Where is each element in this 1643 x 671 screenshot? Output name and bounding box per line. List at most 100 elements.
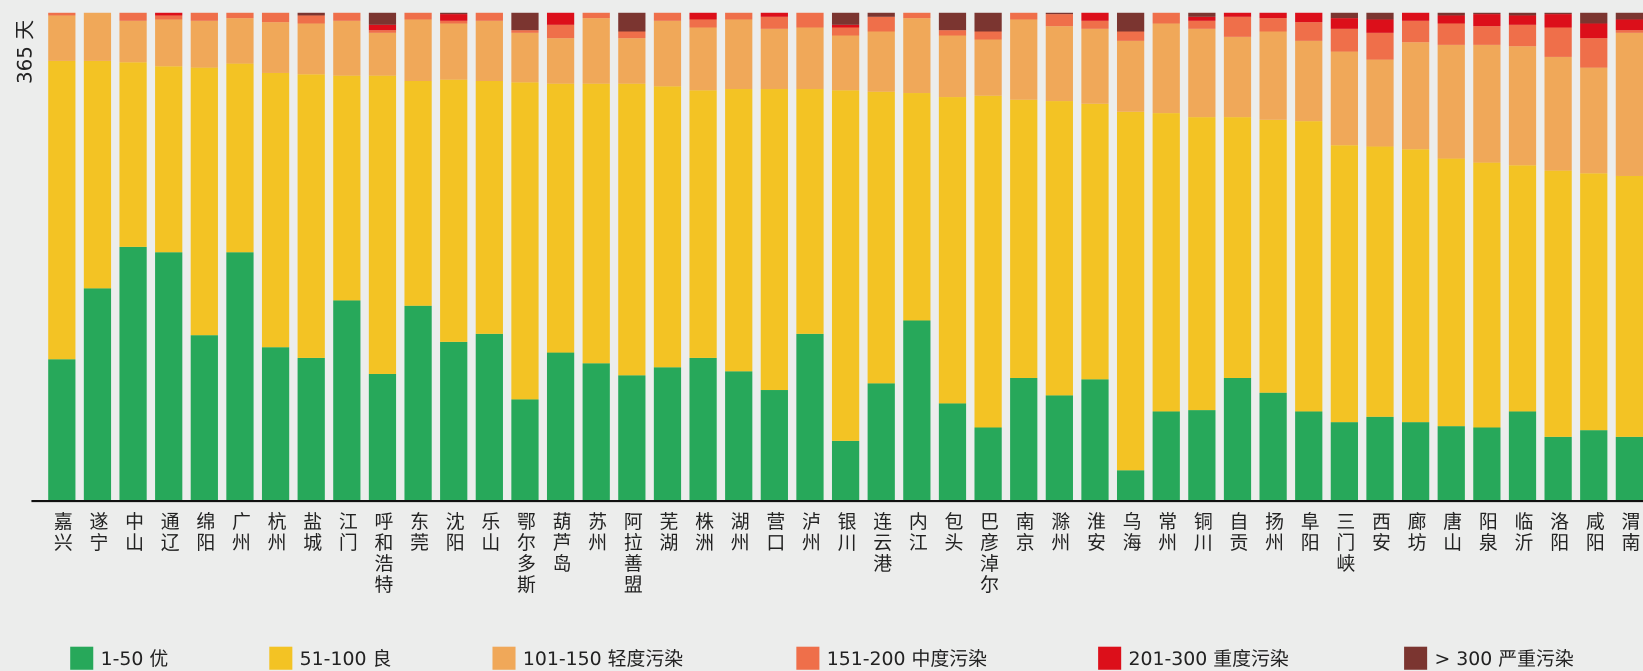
bar-segment [155,66,183,253]
bar-segment [725,19,753,90]
bar-segment [404,12,432,20]
x-tick-label: 阳泉 [1476,511,1498,553]
x-tick-label: 湖州 [728,511,750,553]
bar-segment [155,19,183,67]
bar-segment [1223,12,1252,17]
bar-segment [368,32,397,76]
bar-segment [938,30,967,36]
bar-segment [653,12,682,21]
bar-segment [1401,149,1430,423]
bar-segment [938,35,967,98]
bar-segment [511,399,539,502]
bar-segment [796,12,824,28]
bar-segment [83,12,112,61]
bar-segment [903,12,931,19]
bar-segment [190,335,218,502]
bar-segment [725,12,753,20]
bar-segment [368,373,397,502]
bar-segment [938,97,967,404]
bar-segment [1473,162,1501,428]
bar-segment [1081,28,1109,104]
x-tick-label: 通辽 [158,511,180,553]
bar-segment [1508,411,1537,502]
bar-segment [368,24,397,31]
bar-segment [190,67,218,336]
bar-segment [1580,430,1608,502]
bar-segment [1116,40,1145,112]
bar-segment [1401,20,1430,43]
bar-segment [1081,379,1109,502]
bar-segment [1437,23,1465,45]
bar-segment [760,16,788,29]
bar-segment [760,390,788,502]
x-tick-label: 盐城 [300,511,322,553]
bar-segment [938,403,967,502]
bar-segment [1437,426,1465,502]
x-tick-label: 苏州 [585,511,607,553]
bar-segment [796,333,824,502]
bar-segment [689,19,717,28]
legend-swatch [1404,646,1428,670]
bar-segment [1081,12,1109,21]
bar-segment [511,12,539,31]
bar-segment [297,23,325,75]
bar-segment [1010,99,1038,378]
bar-segment [1473,26,1501,45]
x-tick-label: 临沂 [1511,511,1533,553]
bar-segment [582,12,610,19]
bar-segment [1366,416,1394,502]
x-tick-label: 嘉兴 [51,511,73,553]
bar-segment [725,371,753,502]
bar-segment [1223,16,1252,37]
bar-segment [440,20,468,24]
bar-segment [1366,19,1394,33]
bar-segment [261,347,290,502]
bar-segment [1508,165,1537,412]
bar-segment [1508,24,1537,47]
bar-segment [653,367,682,502]
bar-segment [511,32,539,83]
bar-segment [1366,12,1394,20]
x-tick-label: 葫芦岛 [550,511,572,574]
bar-segment [1045,395,1073,502]
bar-segment [1045,12,1073,15]
bar-segment [1615,19,1643,31]
bar-segment [582,83,610,364]
bar-segment [1116,111,1145,471]
x-tick-label: 咸阳 [1583,511,1605,553]
bar-segment [1295,121,1323,412]
bar-segment [760,28,788,90]
bar-segment [796,89,824,334]
x-tick-label: 乐山 [478,511,500,553]
bar-segment [261,22,290,73]
x-tick-label: 洛阳 [1547,511,1569,553]
bar-segment [831,12,860,25]
x-tick-label: 滁州 [1048,511,1070,553]
bar-segment [1580,23,1608,39]
bar-segment [1437,44,1465,159]
bar-segment [297,12,325,16]
bar-segment [333,300,361,502]
x-tick-label: 巴彦淖尔 [977,512,999,596]
bar-segment [1116,470,1145,502]
bar-segment [1188,20,1216,29]
bar-segment [1259,18,1287,32]
bar-segment [404,19,432,81]
x-tick-label: 自贡 [1226,511,1248,553]
x-tick-label: 淮安 [1084,511,1106,553]
bar-segment [511,30,539,33]
bar-segment [1045,101,1073,396]
legend-label: 1-50 优 [101,648,169,670]
bar-segment [297,15,325,24]
x-tick-label: 阿拉善盟 [621,511,643,595]
bar-segment [582,363,610,502]
bar-segment [1330,18,1358,29]
bar-segment [1330,51,1358,146]
bar-segment [1615,12,1643,20]
x-tick-label: 南京 [1013,511,1035,553]
x-tick-label: 株洲 [692,511,714,553]
bar-segment [1580,67,1608,174]
bar-segment [511,82,539,400]
x-tick-label: 内江 [906,511,928,553]
bar-segment [1615,32,1643,176]
